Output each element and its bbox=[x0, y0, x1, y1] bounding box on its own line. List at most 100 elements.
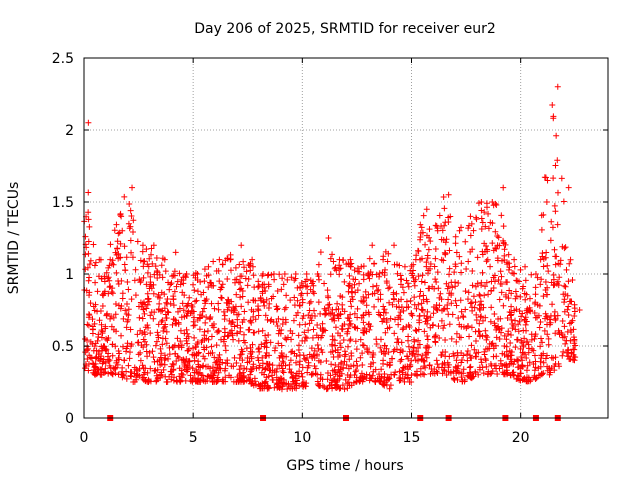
data-point bbox=[182, 377, 189, 384]
data-point bbox=[511, 256, 518, 263]
data-point bbox=[177, 338, 184, 345]
data-point bbox=[241, 264, 248, 271]
data-point bbox=[105, 274, 112, 281]
data-point bbox=[359, 361, 366, 368]
data-point bbox=[554, 221, 561, 228]
data-point bbox=[493, 334, 500, 341]
data-point bbox=[208, 333, 215, 340]
data-point bbox=[532, 314, 539, 321]
data-point bbox=[526, 359, 533, 366]
data-point bbox=[567, 256, 574, 263]
data-point bbox=[550, 175, 557, 182]
data-point bbox=[205, 263, 212, 270]
data-point bbox=[565, 303, 572, 310]
data-point bbox=[439, 227, 446, 234]
data-point bbox=[394, 270, 401, 277]
data-point bbox=[305, 327, 312, 334]
data-point bbox=[87, 257, 94, 264]
data-point bbox=[160, 325, 167, 332]
data-point bbox=[191, 287, 198, 294]
data-point bbox=[454, 368, 461, 375]
data-point bbox=[481, 209, 488, 216]
data-point bbox=[178, 357, 185, 364]
data-point bbox=[261, 382, 268, 389]
data-point bbox=[108, 323, 115, 330]
data-point bbox=[505, 352, 512, 359]
data-point bbox=[139, 242, 146, 249]
data-point bbox=[331, 317, 338, 324]
data-point bbox=[384, 258, 391, 265]
data-point bbox=[139, 362, 146, 369]
data-point bbox=[114, 361, 121, 368]
data-point bbox=[544, 262, 551, 269]
data-point bbox=[448, 300, 455, 307]
data-point bbox=[259, 288, 266, 295]
data-point bbox=[345, 282, 352, 289]
data-point bbox=[380, 256, 387, 263]
data-point bbox=[570, 356, 577, 363]
data-point bbox=[178, 342, 185, 349]
data-point bbox=[560, 198, 567, 205]
data-point bbox=[233, 291, 240, 298]
data-point bbox=[559, 334, 566, 341]
data-point bbox=[427, 238, 434, 245]
data-point bbox=[251, 284, 258, 291]
data-point bbox=[189, 365, 196, 372]
data-point bbox=[227, 256, 234, 263]
data-point bbox=[215, 328, 222, 335]
data-point bbox=[315, 357, 322, 364]
data-point bbox=[500, 302, 507, 309]
data-point bbox=[261, 302, 268, 309]
data-point bbox=[320, 326, 327, 333]
data-point bbox=[485, 291, 492, 298]
data-point bbox=[416, 341, 423, 348]
data-point bbox=[153, 255, 160, 262]
data-point bbox=[488, 287, 495, 294]
data-point bbox=[183, 326, 190, 333]
data-point bbox=[85, 238, 92, 245]
data-point bbox=[564, 353, 571, 360]
data-point bbox=[564, 328, 571, 335]
data-point bbox=[415, 345, 422, 352]
data-point bbox=[260, 271, 267, 277]
data-point bbox=[264, 316, 271, 323]
data-point bbox=[208, 375, 215, 382]
data-point bbox=[449, 284, 456, 291]
data-point bbox=[478, 279, 485, 286]
data-point bbox=[257, 385, 264, 392]
data-point bbox=[347, 311, 354, 318]
data-point bbox=[493, 365, 500, 372]
data-point bbox=[141, 310, 148, 317]
data-point bbox=[102, 325, 109, 332]
data-point bbox=[317, 325, 324, 332]
data-point bbox=[481, 351, 488, 358]
data-point bbox=[487, 360, 494, 367]
data-point bbox=[213, 342, 220, 349]
x-tick-label: 5 bbox=[189, 430, 198, 446]
data-point bbox=[152, 263, 159, 270]
data-point bbox=[532, 284, 539, 291]
data-point bbox=[324, 287, 331, 294]
data-point bbox=[162, 355, 169, 362]
data-point bbox=[415, 337, 422, 344]
data-point bbox=[522, 314, 529, 321]
data-point bbox=[228, 321, 235, 328]
data-point bbox=[95, 273, 102, 280]
data-point bbox=[339, 301, 346, 308]
data-point bbox=[255, 283, 262, 290]
data-point bbox=[500, 184, 507, 191]
data-point bbox=[151, 271, 158, 278]
data-point bbox=[472, 368, 479, 375]
data-point bbox=[503, 279, 510, 286]
data-point bbox=[202, 319, 209, 326]
data-point bbox=[387, 315, 394, 322]
data-point bbox=[562, 283, 569, 290]
data-point bbox=[248, 366, 255, 373]
data-point bbox=[336, 375, 343, 382]
data-point bbox=[410, 261, 417, 268]
data-point bbox=[328, 341, 335, 348]
data-point bbox=[520, 283, 527, 290]
data-point bbox=[150, 315, 157, 322]
data-point bbox=[209, 370, 216, 377]
data-point bbox=[245, 326, 252, 333]
